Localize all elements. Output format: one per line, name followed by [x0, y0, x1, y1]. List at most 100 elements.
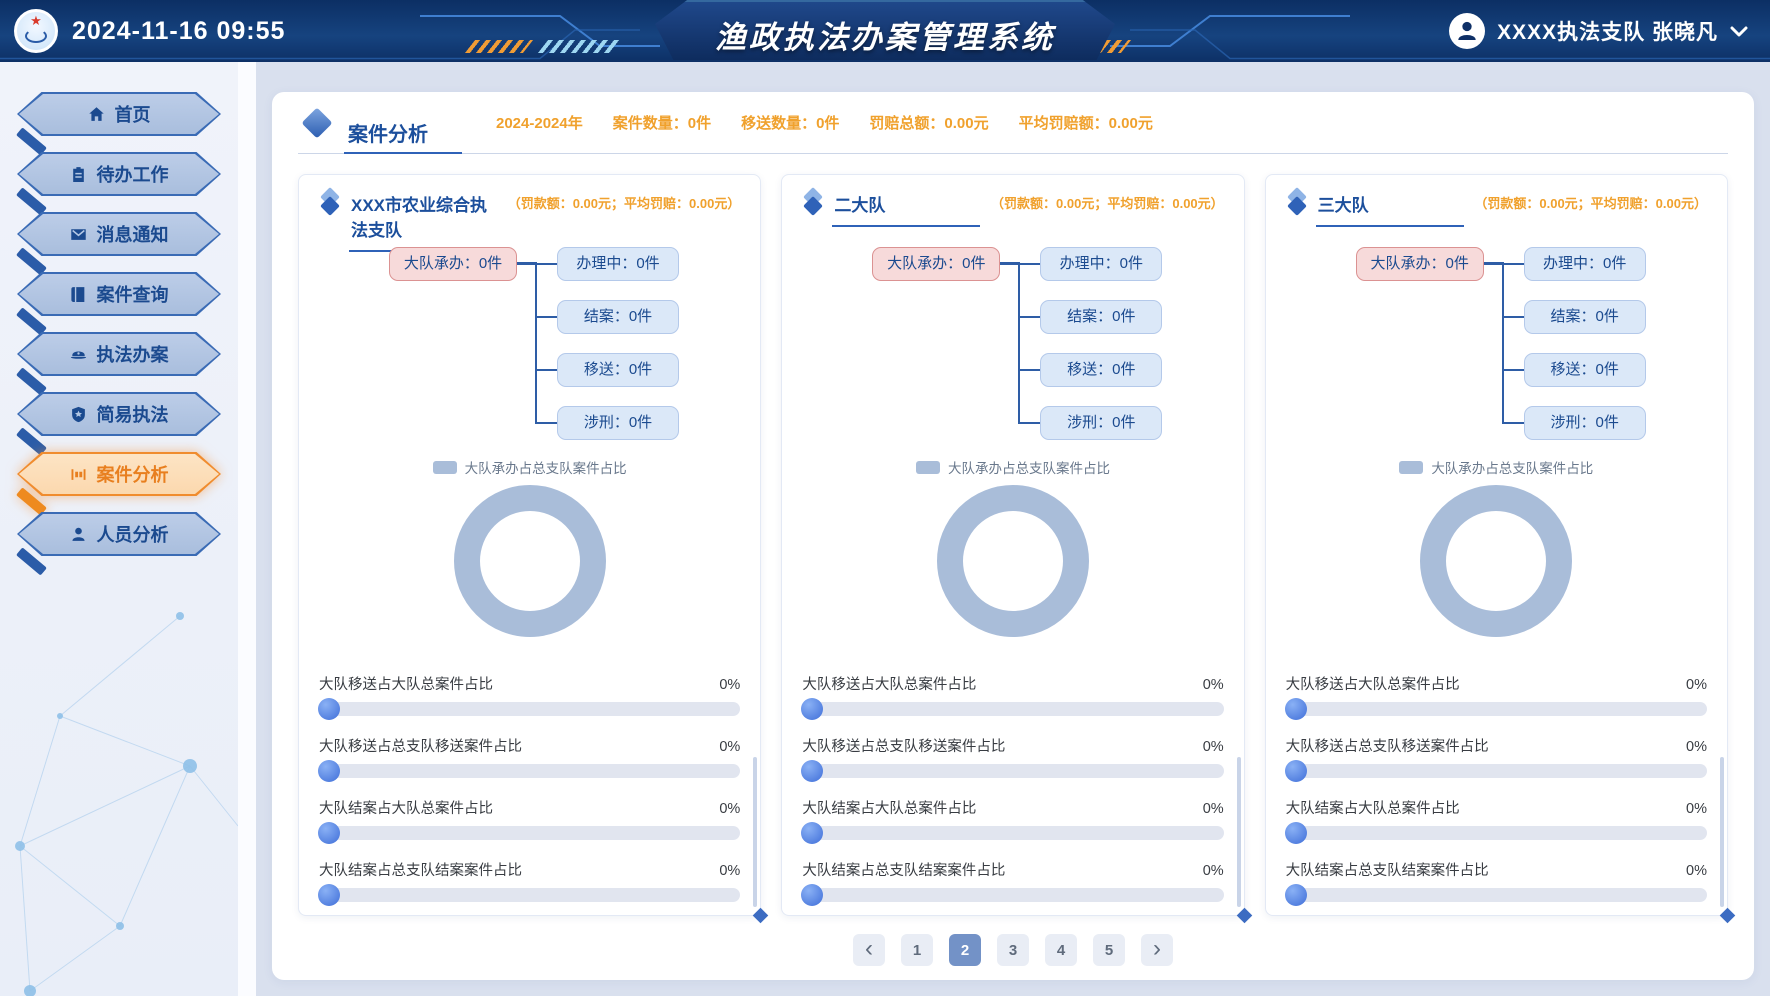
- legend-swatch-icon: [432, 460, 457, 474]
- pagination-page-5[interactable]: 5: [1093, 934, 1125, 966]
- card-header: 二大队 （罚款额：0.00元；平均罚赔：0.00元）: [802, 187, 1224, 231]
- sidebar-item-label: 人员分析: [96, 525, 169, 545]
- unit-card: XXX市农业综合执法支队 （罚款额：0.00元；平均罚赔：0.00元） 大队承办…: [298, 174, 769, 924]
- tree-child-node: 移送：0件: [1040, 353, 1163, 387]
- case-tree: 大队承办：0件 办理中：0件 结案：0件 移送：0件 涉刑：0件: [802, 233, 1223, 443]
- pagination-page-4[interactable]: 4: [1045, 934, 1077, 966]
- stat-fine-average: 平均罚赔额：0.00元: [1018, 115, 1153, 132]
- progress-value: 0%: [719, 677, 741, 693]
- sidebar-item-todo[interactable]: 待办工作: [16, 152, 221, 216]
- tree-child-node: 涉刑：0件: [1523, 406, 1646, 440]
- main-content: 案件分析 2024-2024年 案件数量：0件 移送数量：0件 罚赔总额：0.0…: [256, 62, 1770, 996]
- pagination-prev-button[interactable]: ‹: [853, 934, 885, 966]
- legend-swatch-icon: [1399, 460, 1424, 474]
- progress-track: [318, 698, 741, 720]
- progress-value: 0%: [1686, 801, 1707, 817]
- progress-track: [318, 822, 741, 844]
- progress-track: [1284, 698, 1707, 720]
- progress-value: 0%: [719, 739, 741, 755]
- sidebar-item-home[interactable]: 首页: [16, 92, 221, 156]
- tree-child-node: 办理中：0件: [1523, 247, 1646, 281]
- tree-connector: [1018, 263, 1041, 265]
- layers-icon: [802, 187, 824, 217]
- progress-value: 0%: [1202, 677, 1224, 693]
- tree-child-node: 办理中：0件: [1040, 247, 1163, 281]
- card-scrollbar[interactable]: [753, 757, 758, 907]
- sidebar-item-label: 案件查询: [96, 285, 169, 305]
- stat-fine-total: 罚赔总额：0.00元: [869, 115, 989, 132]
- pagination-next-button[interactable]: ›: [1141, 934, 1173, 966]
- tree-root-node: 大队承办：0件: [872, 247, 1001, 281]
- progress-track: [801, 822, 1224, 844]
- tree-connector: [1000, 262, 1021, 265]
- sidebar-item-case-analysis[interactable]: 案件分析: [16, 452, 221, 516]
- home-icon: [88, 106, 104, 121]
- progress-knob: [801, 698, 824, 720]
- sidebar-item-label: 首页: [114, 105, 151, 125]
- pagination-page-1[interactable]: 1: [901, 934, 933, 966]
- progress-list: 大队移送占大队总案件占比 0% 大队移送占总支队移送案件占比 0% 大队结案占大队总…: [1284, 673, 1707, 906]
- title-banner: 渔政执法办案管理系统: [555, 0, 1215, 62]
- sidebar-item-case-search[interactable]: 案件查询: [16, 272, 221, 336]
- progress-row: 大队移送占大队总案件占比 0%: [801, 673, 1224, 720]
- tree-child-node: 结案：0件: [1040, 300, 1163, 334]
- progress-row: 大队结案占大队总案件占比 0%: [801, 797, 1224, 844]
- bar-chart-icon: [70, 468, 86, 480]
- sidebar-item-simple-enforcement[interactable]: 简易执法: [16, 392, 221, 456]
- progress-value: 0%: [719, 863, 741, 879]
- pagination-page-2[interactable]: 2: [949, 934, 981, 966]
- sidebar-item-label: 待办工作: [96, 165, 169, 185]
- stat-year: 2024-2024年: [496, 115, 583, 132]
- tree-connector: [535, 316, 557, 318]
- tree-connector: [1501, 263, 1504, 424]
- progress-list: 大队移送占大队总案件占比 0% 大队移送占总支队移送案件占比 0% 大队结案占大队总…: [801, 673, 1224, 906]
- progress-row: 大队结案占总支队结案案件占比 0%: [318, 859, 741, 906]
- sidebar-item-personnel-analysis[interactable]: 人员分析: [16, 512, 221, 576]
- card-fine-summary: （罚款额：0.00元；平均罚赔：0.00元）: [507, 196, 741, 211]
- progress-knob: [318, 884, 340, 906]
- donut-chart: [936, 485, 1089, 637]
- tree-connector: [1501, 422, 1524, 424]
- corner-diamond-icon: [1236, 907, 1252, 924]
- progress-knob: [1284, 760, 1307, 782]
- progress-knob: [318, 760, 340, 782]
- tree-connector: [1018, 263, 1021, 424]
- progress-label: 大队移送占大队总案件占比: [1285, 677, 1460, 693]
- unit-card: 二大队 （罚款额：0.00元；平均罚赔：0.00元） 大队承办：0件 办理中：0…: [781, 174, 1252, 924]
- progress-label: 大队结案占大队总案件占比: [802, 801, 977, 817]
- user-name: XXXX执法支队 张晓凡: [1497, 21, 1718, 44]
- progress-row: 大队结案占总支队结案案件占比 0%: [801, 859, 1224, 906]
- network-decoration: [15, 612, 238, 996]
- progress-label: 大队结案占大队总案件占比: [1285, 801, 1460, 817]
- card-scrollbar[interactable]: [1719, 757, 1724, 907]
- corner-diamond-icon: [1719, 907, 1736, 924]
- book-icon: [70, 286, 84, 302]
- sidebar-item-enforcement[interactable]: 执法办案: [16, 332, 221, 396]
- progress-knob: [801, 822, 824, 844]
- card-scrollbar[interactable]: [1236, 757, 1241, 907]
- card-header: 三大队 （罚款额：0.00元；平均罚赔：0.00元）: [1286, 187, 1707, 231]
- user-menu[interactable]: XXXX执法支队 张晓凡: [1449, 0, 1748, 62]
- progress-track: [318, 884, 741, 906]
- person-icon: [71, 527, 85, 541]
- tree-connector: [1501, 263, 1524, 265]
- sidebar-item-messages[interactable]: 消息通知: [16, 212, 221, 276]
- progress-row: 大队移送占总支队移送案件占比 0%: [801, 735, 1224, 782]
- progress-value: 0%: [1202, 801, 1224, 817]
- app-logo-icon: ★: [14, 9, 58, 53]
- legend-label: 大队承办占总支队案件占比: [464, 461, 627, 476]
- legend-label: 大队承办占总支队案件占比: [947, 461, 1110, 476]
- card-header: XXX市农业综合执法支队 （罚款额：0.00元；平均罚赔：0.00元）: [319, 187, 741, 252]
- page-stats: 2024-2024年 案件数量：0件 移送数量：0件 罚赔总额：0.00元 平均…: [496, 112, 1153, 133]
- tree-child-node: 移送：0件: [557, 353, 679, 387]
- progress-row: 大队结案占总支队结案案件占比 0%: [1284, 859, 1707, 906]
- title-banner-shape: [655, 0, 1115, 60]
- progress-label: 大队移送占大队总案件占比: [319, 677, 493, 693]
- sidebar: 首页 待办工作 消息通知 案件查询: [0, 62, 238, 996]
- tree-connector: [1483, 262, 1504, 265]
- unit-cards-row: XXX市农业综合执法支队 （罚款额：0.00元；平均罚赔：0.00元） 大队承办…: [298, 174, 1736, 924]
- progress-label: 大队移送占总支队移送案件占比: [802, 739, 1006, 755]
- tree-root-node: 大队承办：0件: [389, 247, 517, 281]
- pagination-page-3[interactable]: 3: [997, 934, 1029, 966]
- progress-label: 大队结案占大队总案件占比: [319, 801, 493, 817]
